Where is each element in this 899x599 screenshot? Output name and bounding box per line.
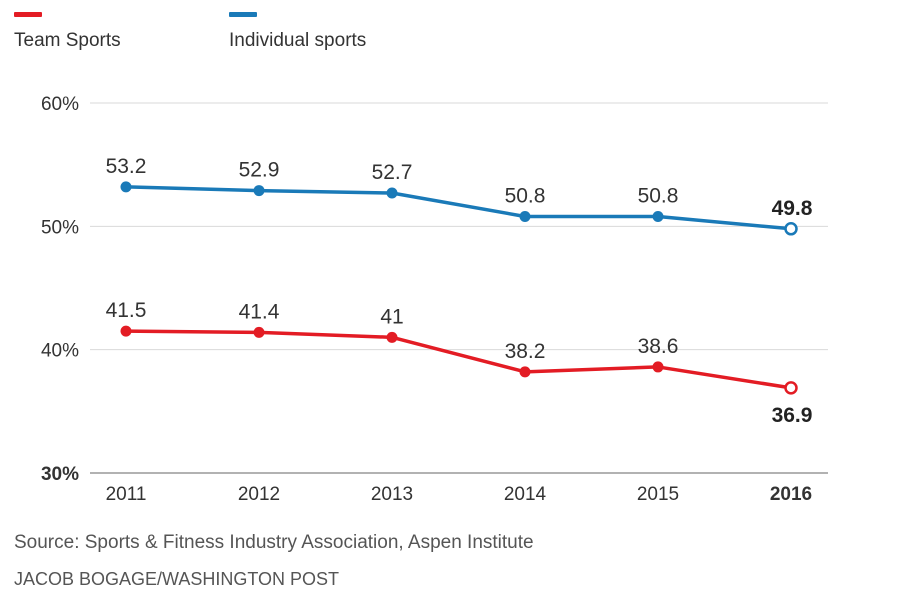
y-tick-label: 60% [41,94,79,115]
data-point [652,210,664,222]
data-label: 49.8 [772,197,813,220]
data-point [784,222,798,236]
data-label: 41.5 [106,299,147,322]
data-point [253,185,265,197]
data-point [784,381,798,395]
data-point [120,181,132,193]
data-point [519,366,531,378]
x-tick-label: 2015 [637,484,679,505]
data-label: 36.9 [772,404,813,427]
data-label: 52.7 [372,161,413,184]
data-label: 41 [380,305,403,328]
legend-swatch-team-sports [14,12,42,17]
x-tick-label: 2014 [504,484,547,505]
data-point [652,361,664,373]
data-label: 50.8 [638,184,679,207]
line-chart: 60% 50% 40% 30% 2011 2012 2013 2014 2015 2016 41.5… [41,94,828,505]
data-label: 41.4 [239,300,280,323]
y-tick-label: 50% [41,217,79,238]
source-note: Source: Sports & Fitness Industry Associ… [14,532,534,553]
credit-line: JACOB BOGAGE/WASHINGTON POST [14,569,340,589]
data-label: 50.8 [505,184,546,207]
legend-item-individual-sports: Individual sports [229,12,366,52]
chart-legend: Team Sports Individual sports [0,0,899,60]
data-point [253,326,265,338]
x-tick-label: 2012 [238,484,280,505]
data-point [519,210,531,222]
legend-label-individual-sports: Individual sports [229,30,367,51]
data-point [386,187,398,199]
legend-item-team-sports: Team Sports [14,12,121,52]
series-line [124,329,793,390]
x-tick-label: 2016 [770,484,812,505]
y-tick-label: 40% [41,341,79,362]
data-label: 53.2 [106,155,147,178]
legend-swatch-individual-sports [229,12,257,17]
series-line [124,185,793,231]
data-label: 38.6 [638,335,679,358]
x-tick-label: 2011 [106,484,147,505]
data-label: 52.9 [239,159,280,182]
y-tick-label: 30% [41,464,79,485]
x-tick-label: 2013 [371,484,413,505]
data-label: 38.2 [505,340,546,363]
legend-label-team-sports: Team Sports [14,30,121,51]
data-point [386,331,398,343]
data-point [120,325,132,337]
